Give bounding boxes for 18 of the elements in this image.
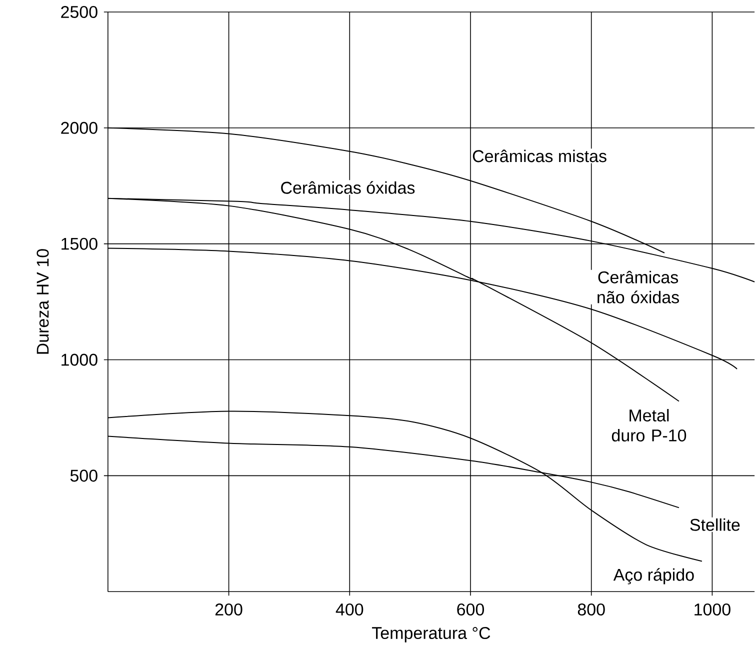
x-tick-label: 1000	[694, 604, 730, 616]
y-tick-label: 500	[70, 470, 98, 482]
x-axis-title: Temperatura °C	[372, 627, 490, 643]
y-axis-title: Dureza HV 10	[36, 249, 49, 354]
series-label: Cerâmicas mistas	[472, 150, 606, 162]
series-label: Cerâmicas óxidas	[281, 181, 415, 194]
y-tick-label: 2000	[61, 122, 98, 134]
series-label: Aço rápido	[613, 568, 694, 585]
x-tick-label: 600	[457, 604, 484, 616]
series-label: Metal duro P-10	[612, 409, 686, 442]
x-tick-label: 800	[578, 604, 605, 616]
x-tick-label: 400	[336, 604, 364, 616]
y-tick-label: 1000	[62, 354, 98, 366]
series-label: Stellite	[690, 518, 740, 532]
series-label: Cerâmicas não óxidas	[598, 271, 679, 304]
y-tick-label: 2500	[61, 6, 98, 18]
y-tick-label: 1500	[62, 238, 98, 250]
x-tick-label: 200	[215, 604, 242, 616]
